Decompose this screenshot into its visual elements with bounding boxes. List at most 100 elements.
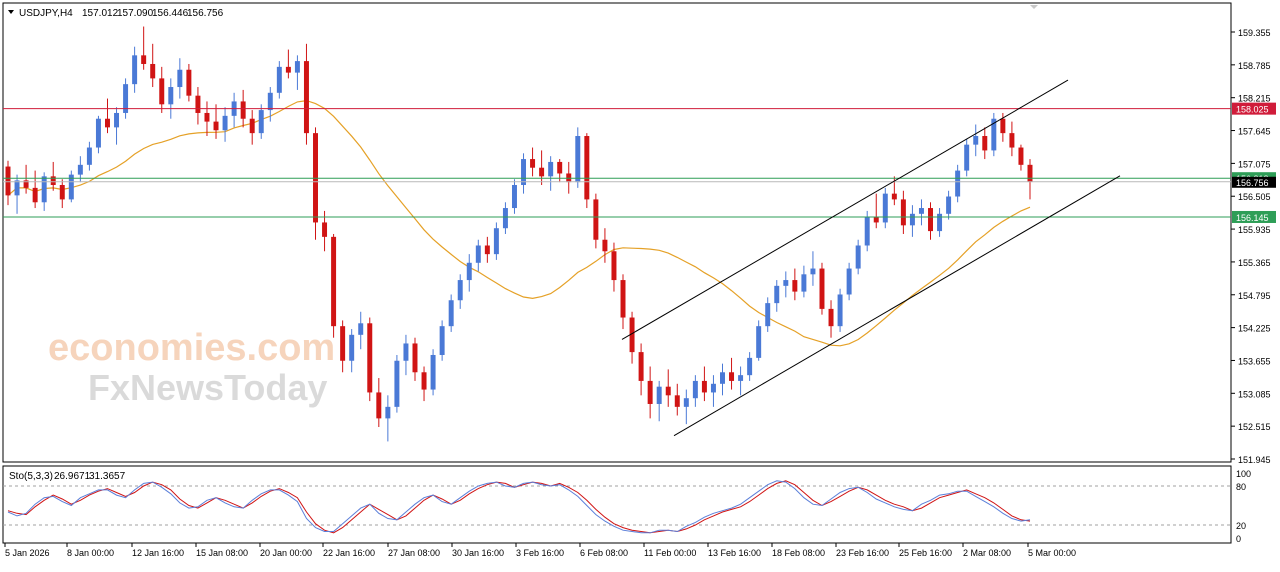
candle-body [620,280,626,318]
stochastic-tick-label: 20 [1236,521,1246,531]
candle-body [1009,133,1015,148]
candle-body [1018,147,1024,165]
candle [647,366,653,419]
candle [521,153,527,194]
candle [421,366,427,402]
price-axis: 159.355 158.785 158.215 157.645 157.075 156.5… [1231,28,1271,465]
candle-body [439,326,445,355]
symbol-timeframe: USDJPY,H4 [19,8,73,19]
candle-body [475,245,481,263]
candle [1009,121,1015,157]
candle [14,174,20,214]
candle [358,311,364,350]
time-tick-label: 5 Jan 2026 [5,548,50,558]
candle [638,343,644,396]
candle-body [86,147,92,165]
level-label: 156.145 [1236,213,1269,223]
candle [819,262,825,315]
candle [484,236,490,263]
candle-body [267,92,273,111]
candle-body [602,239,608,252]
price-tick-label: 155.935 [1238,225,1271,235]
candle [738,366,744,396]
level-label: 158.025 [1236,105,1269,115]
candle-body [331,236,337,327]
candles-layer [5,26,1033,442]
candle [882,187,888,229]
candle-body [584,136,590,200]
channel-lower-line[interactable] [673,175,1121,437]
candle [756,320,762,361]
candle-body [756,326,762,358]
candle [692,375,698,407]
candle [213,104,219,139]
candle [367,317,373,402]
candle [846,262,852,301]
ohlc-close: 156.756 [187,8,224,19]
candle [982,127,988,160]
candle-body [864,216,870,246]
candle-body [810,268,816,275]
candle-body [765,303,771,327]
candle-body [502,208,508,229]
candle-body [900,199,906,226]
candle [1018,144,1024,171]
dropdown-triangle-icon[interactable] [8,10,14,14]
candle-body [882,193,888,223]
candle [385,395,391,442]
candle [403,334,409,376]
time-tick-label: 22 Jan 16:00 [323,548,375,558]
candle [475,239,481,272]
price-tick-label: 154.225 [1238,324,1271,334]
candle-body [385,406,391,419]
candle [186,63,192,102]
price-tick-label: 159.355 [1238,28,1271,38]
candle-body [412,343,418,373]
time-tick-label: 8 Jan 00:00 [67,548,114,558]
candle [123,78,129,119]
candle [629,311,635,364]
shift-marker-icon[interactable] [1030,5,1038,9]
stochastic-layer: 100 80 20 0 [3,469,1251,544]
candle-body [918,208,924,214]
candle [95,115,101,154]
candle-body [692,380,698,399]
stochastic-header: Sto(5,3,3) 26.9671 31.3657 [9,471,126,482]
candle [59,179,65,209]
current-price-tag [1232,176,1276,188]
candle-body [403,343,409,361]
candle [991,112,997,157]
candle-body [783,280,789,286]
candle-body [104,118,110,128]
channel-upper-line[interactable] [621,79,1069,340]
stochastic-main-value: 26.9671 [54,471,91,482]
candle [412,337,418,381]
ohlc-high: 157.090 [117,8,154,19]
candle-body [249,118,255,134]
price-tick-label: 155.365 [1238,258,1271,268]
candle-body [95,118,101,148]
candle [792,268,798,301]
time-tick-label: 6 Feb 08:00 [580,548,628,558]
stochastic-tick-label: 0 [1236,534,1241,544]
candle [285,49,291,79]
candle-body [629,317,635,353]
candle [855,239,861,275]
candle-body [801,274,807,292]
candle [973,124,979,157]
candle [548,156,554,191]
level-tag [1232,102,1276,115]
candle-body [937,213,943,232]
candle-body [1000,118,1006,134]
candle-body [32,187,38,203]
candle [946,190,952,220]
candle-body [557,161,563,174]
watermark-line2: FxNewsToday [88,367,327,408]
candle-body [358,323,364,335]
candle-body [909,213,915,226]
candle [430,349,436,396]
candle [204,101,210,137]
price-tick-label: 153.655 [1238,356,1271,366]
candle-body [720,372,725,384]
